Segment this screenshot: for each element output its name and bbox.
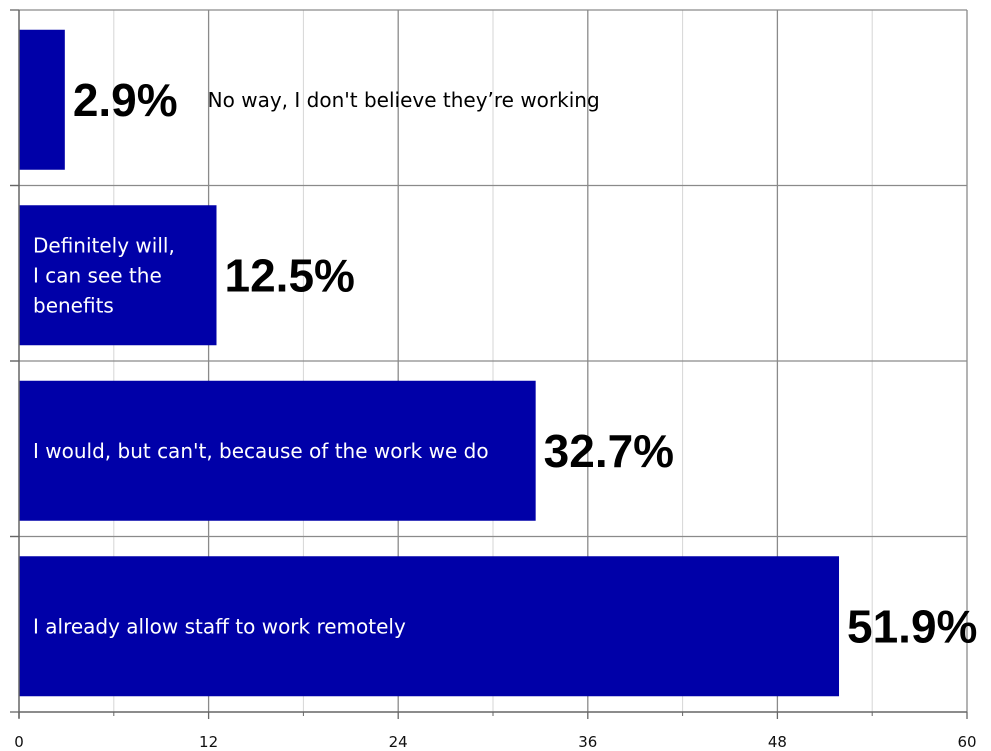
x-tick-label: 48 bbox=[768, 733, 787, 751]
bar bbox=[19, 205, 217, 346]
x-tick-label: 12 bbox=[199, 733, 218, 751]
bar bbox=[19, 556, 840, 697]
category-label-line: I already allow staff to work remotely bbox=[33, 614, 406, 638]
x-tick-label: 36 bbox=[578, 733, 597, 751]
category-label: No way, I don't believe they’re working bbox=[208, 88, 600, 112]
category-label-line: I would, but can't, because of the work … bbox=[33, 439, 489, 463]
x-tick-label: 60 bbox=[957, 733, 976, 751]
category-label: Definitely will, I can see the benefits bbox=[33, 233, 175, 317]
x-tick-label: 24 bbox=[389, 733, 408, 751]
value-label: 32.7% bbox=[544, 425, 674, 477]
category-label-line: No way, I don't believe they’re working bbox=[208, 88, 600, 112]
category-label-line: I can see the bbox=[33, 263, 162, 287]
x-tick-label: 0 bbox=[14, 733, 24, 751]
bar bbox=[19, 29, 65, 170]
bar bbox=[19, 380, 536, 521]
category-label: I would, but can't, because of the work … bbox=[33, 439, 489, 463]
value-label: 51.9% bbox=[847, 600, 977, 652]
category-label: I already allow staff to work remotely bbox=[33, 614, 406, 638]
value-label: 2.9% bbox=[73, 74, 178, 126]
value-label: 12.5% bbox=[225, 249, 355, 301]
category-label-line: benefits bbox=[33, 293, 114, 317]
category-label-line: Definitely will, bbox=[33, 233, 175, 257]
